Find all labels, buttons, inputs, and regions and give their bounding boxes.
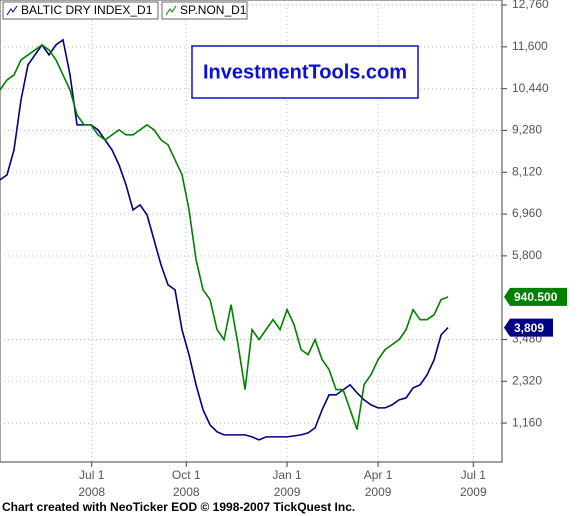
x-tick-label: Apr 1 (364, 468, 393, 482)
series-line (0, 43, 449, 430)
x-tick-sublabel: 2009 (365, 485, 392, 499)
last-value-box (504, 318, 553, 337)
legend-icon (6, 5, 18, 16)
watermark-box (191, 45, 419, 99)
y-tick-label: 12,760 (512, 0, 549, 11)
y-tick-label: 5,800 (512, 248, 542, 262)
x-tick-sublabel: 2009 (460, 485, 487, 499)
last-value-label: 3,809 (514, 321, 544, 335)
y-tick-label: 8,120 (512, 164, 542, 178)
footer: Chart created with NeoTicker EOD © 1998-… (2, 500, 355, 514)
legend-icon (165, 5, 177, 16)
x-tick-sublabel: 2008 (173, 485, 200, 499)
last-value-label: 940.500 (514, 290, 558, 304)
x-tick-sublabel: 2008 (78, 485, 105, 499)
x-tick-label: Jul 1 (79, 468, 105, 482)
last-value-box (504, 287, 567, 306)
x-tick-sublabel: 2009 (274, 485, 301, 499)
y-tick-label: 6,960 (512, 206, 542, 220)
y-tick-label: 1,160 (512, 415, 542, 429)
legend-label: SP.NON_D1 (180, 3, 247, 17)
watermark: InvestmentTools.com (203, 61, 407, 83)
x-tick-label: Jul 1 (461, 468, 487, 482)
legend-label: BALTIC DRY INDEX_D1 (21, 3, 153, 17)
y-tick-label: 9,280 (512, 123, 542, 137)
y-tick-label: 11,600 (512, 39, 548, 53)
legend-box (2, 1, 159, 20)
y-tick-label: 2,320 (512, 373, 542, 387)
x-tick-label: Oct 1 (172, 468, 201, 482)
y-tick-label: 10,440 (512, 81, 549, 95)
x-tick-label: Jan 1 (272, 468, 302, 482)
legend-box (161, 1, 248, 20)
